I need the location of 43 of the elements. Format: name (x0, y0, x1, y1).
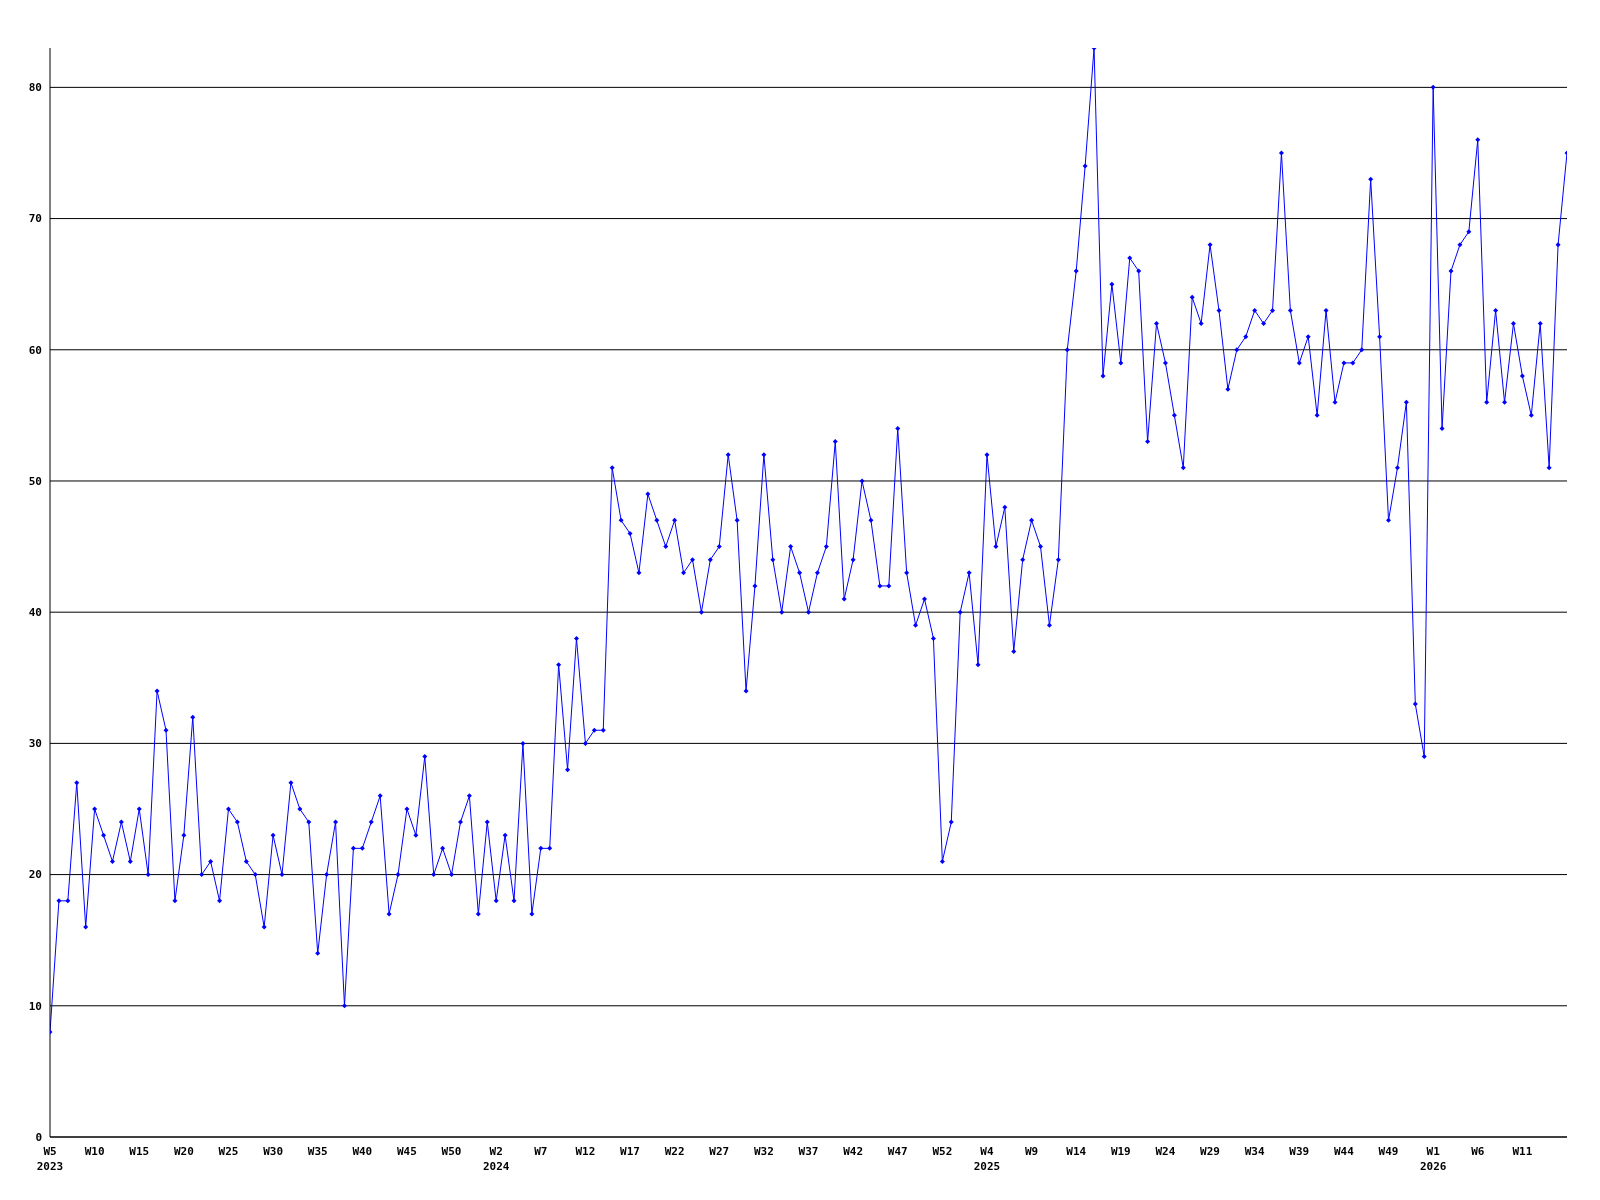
x-tick-label: W22 (664, 1145, 685, 1158)
x-tick-label: W35 (307, 1145, 328, 1158)
x-tick-label: W42 (843, 1145, 864, 1158)
y-tick-label: 80 (28, 81, 42, 95)
x-tick-label: W49 (1378, 1145, 1399, 1158)
x-tick-label: W32 (753, 1145, 774, 1158)
y-tick-label: 10 (28, 999, 42, 1013)
x-tick-label: W24 (1155, 1145, 1176, 1158)
y-tick-label: 20 (28, 868, 42, 882)
y-tick-label: 70 (28, 212, 42, 226)
x-tick-label: W9 (1024, 1145, 1039, 1158)
x-tick-label: W15 (129, 1145, 150, 1158)
x-tick-label: W27 (709, 1145, 730, 1158)
y-tick-label: 30 (28, 737, 42, 751)
y-tick-label: 60 (28, 343, 42, 357)
x-tick-label: W39 (1289, 1145, 1310, 1158)
x-tick-label: W40 (352, 1145, 373, 1158)
x-tick-label: W2 2024 (482, 1145, 510, 1173)
x-tick-label: W7 (534, 1145, 548, 1158)
x-tick-label: W34 (1244, 1145, 1265, 1158)
x-tick-label: W19 (1110, 1145, 1131, 1158)
x-tick-label: W11 (1512, 1145, 1533, 1158)
x-tick-label: W47 (887, 1145, 908, 1158)
x-tick-label: W45 (397, 1145, 417, 1158)
x-tick-label: W4 2025 (973, 1145, 1001, 1173)
x-tick-label: W29 (1200, 1145, 1220, 1158)
x-tick-label: W30 (263, 1145, 284, 1158)
x-tick-label: W6 (1471, 1145, 1485, 1158)
x-tick-label: W37 (798, 1145, 819, 1158)
x-tick-label: W44 (1333, 1145, 1355, 1158)
x-tick-label: W17 (620, 1145, 640, 1158)
x-tick-label: W50 (441, 1145, 462, 1158)
x-tick-label: W14 (1066, 1145, 1087, 1158)
x-tick-label: W12 (575, 1145, 596, 1158)
x-tick-label: W25 (218, 1145, 239, 1158)
y-tick-label: 0 (35, 1130, 42, 1144)
x-tick-label: W10 (84, 1145, 105, 1158)
x-tick-label: W52 (932, 1145, 953, 1158)
y-tick-label: 40 (28, 606, 42, 620)
x-tick-label: W1 2026 (1419, 1145, 1447, 1173)
x-tick-label: W20 (173, 1145, 194, 1158)
x-tick-label: W5 2023 (36, 1145, 64, 1173)
y-tick-label: 50 (28, 474, 42, 488)
